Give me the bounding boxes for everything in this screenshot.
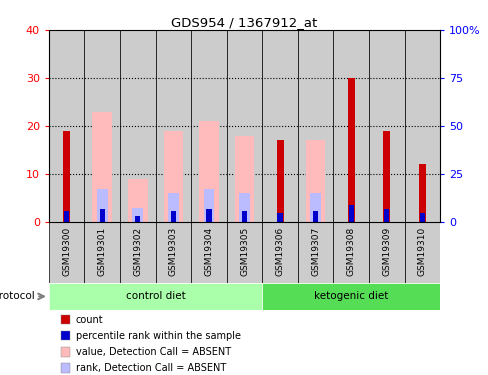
Bar xyxy=(333,222,368,283)
Bar xyxy=(262,30,297,222)
Bar xyxy=(49,283,262,310)
Bar xyxy=(63,131,70,222)
Bar xyxy=(155,30,191,222)
Bar xyxy=(170,211,176,222)
Text: GSM19304: GSM19304 xyxy=(204,227,213,276)
Bar xyxy=(368,30,404,222)
Bar xyxy=(100,209,105,222)
Text: rank, Detection Call = ABSENT: rank, Detection Call = ABSENT xyxy=(75,363,225,373)
Bar xyxy=(49,30,84,222)
Text: GSM19303: GSM19303 xyxy=(168,227,178,276)
Bar xyxy=(226,30,262,222)
Bar xyxy=(226,222,262,283)
Bar xyxy=(61,331,70,340)
Bar xyxy=(348,205,353,222)
Text: value, Detection Call = ABSENT: value, Detection Call = ABSENT xyxy=(75,347,230,357)
Bar xyxy=(49,222,84,283)
Bar xyxy=(61,347,70,357)
Bar xyxy=(191,222,226,283)
Bar xyxy=(203,189,214,222)
Bar xyxy=(191,30,226,222)
Bar xyxy=(312,211,318,222)
Bar xyxy=(333,30,368,222)
Bar xyxy=(418,165,425,222)
Bar xyxy=(368,222,404,283)
Bar xyxy=(120,30,155,222)
Text: control diet: control diet xyxy=(125,291,185,302)
Bar xyxy=(84,222,120,283)
Bar xyxy=(163,131,183,222)
Bar xyxy=(61,315,70,324)
Bar xyxy=(404,30,439,222)
Bar xyxy=(297,30,333,222)
Bar xyxy=(262,283,439,310)
Text: GSM19310: GSM19310 xyxy=(417,227,426,276)
Bar xyxy=(297,222,333,283)
Bar xyxy=(84,30,120,222)
Bar xyxy=(168,193,178,222)
Bar xyxy=(132,208,143,222)
Text: ketogenic diet: ketogenic diet xyxy=(313,291,387,302)
Bar xyxy=(61,363,70,373)
Bar xyxy=(277,213,282,222)
Text: count: count xyxy=(75,315,103,325)
Bar xyxy=(206,209,211,222)
Bar xyxy=(199,121,218,222)
Bar xyxy=(128,179,147,222)
Bar xyxy=(135,216,140,222)
Bar xyxy=(305,141,325,222)
Text: GSM19302: GSM19302 xyxy=(133,227,142,276)
Bar xyxy=(262,222,297,283)
Bar xyxy=(239,193,249,222)
Text: protocol: protocol xyxy=(0,291,35,302)
Bar xyxy=(419,213,424,222)
Bar xyxy=(64,211,69,222)
Text: percentile rank within the sample: percentile rank within the sample xyxy=(75,331,240,341)
Bar xyxy=(92,112,112,222)
Text: GSM19305: GSM19305 xyxy=(240,227,248,276)
Text: GSM19307: GSM19307 xyxy=(310,227,320,276)
Text: GSM19308: GSM19308 xyxy=(346,227,355,276)
Bar xyxy=(120,222,155,283)
Bar xyxy=(97,189,107,222)
Text: GSM19301: GSM19301 xyxy=(98,227,106,276)
Bar xyxy=(404,222,439,283)
Bar xyxy=(383,209,388,222)
Bar xyxy=(310,193,320,222)
Bar xyxy=(276,141,283,222)
Bar xyxy=(347,78,354,222)
Title: GDS954 / 1367912_at: GDS954 / 1367912_at xyxy=(171,16,317,29)
Bar xyxy=(242,211,246,222)
Bar xyxy=(383,131,389,222)
Text: GSM19306: GSM19306 xyxy=(275,227,284,276)
Text: GSM19309: GSM19309 xyxy=(382,227,390,276)
Bar xyxy=(234,136,254,222)
Bar xyxy=(155,222,191,283)
Text: GSM19300: GSM19300 xyxy=(62,227,71,276)
